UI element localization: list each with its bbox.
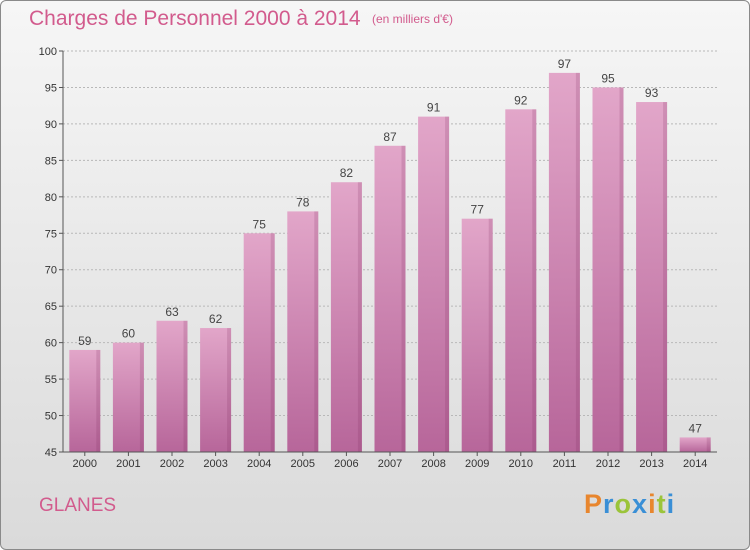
y-tick-label: 80 [45,192,57,204]
bar-shade [270,233,275,452]
bar-value-label: 75 [253,217,267,231]
bar [418,116,450,453]
bar [330,182,362,452]
bar-value-label: 60 [122,327,136,341]
x-tick-label: 2003 [203,458,227,470]
x-tick-label: 2010 [509,458,533,470]
bar-shade [619,87,624,453]
x-tick-label: 2005 [291,458,315,470]
x-tick-label: 2006 [334,458,358,470]
bar-shade [575,72,580,452]
bars [69,72,711,453]
bar-shade [183,320,188,452]
bar-shade [488,218,493,452]
x-tick-label: 2014 [683,458,707,470]
proxiti-logo[interactable]: Proxiti [584,489,675,520]
bar-shade [445,116,450,453]
y-tick-label: 95 [45,82,57,94]
bar [592,87,624,453]
bar-value-label: 92 [514,93,528,107]
bar-shade [96,349,101,452]
bar-shade [663,102,668,452]
bar [243,233,275,452]
y-tick-label: 75 [45,228,57,240]
chart-title: Charges de Personnel 2000 à 2014 [29,7,361,30]
logo-letter: i [648,489,657,519]
bar-shade [706,437,711,452]
bar-shade [357,182,362,452]
logo-letter: r [603,489,615,519]
bar-value-label: 47 [689,421,703,435]
bar-value-label: 59 [78,334,92,348]
place-name: GLANES [39,495,117,516]
chart-subtitle: (en milliers d'€) [372,12,453,26]
bar-value-label: 93 [645,86,659,100]
bar-value-label: 62 [209,312,223,326]
bar-value-label: 91 [427,101,441,115]
bar [505,109,537,452]
y-tick-label: 55 [45,374,57,386]
bar-value-label: 77 [471,203,485,217]
y-tick-label: 100 [39,46,57,58]
logo-letter: i [666,489,676,519]
y-tick-label: 65 [45,301,57,313]
y-tick-label: 60 [45,338,57,350]
x-tick-label: 2008 [421,458,445,470]
logo-letter: o [614,489,633,519]
x-tick-label: 2007 [378,458,402,470]
bar-shade [401,145,406,453]
y-tick-label: 50 [45,411,57,423]
bar [548,72,580,452]
y-tick-label: 85 [45,155,57,167]
x-tick-label: 2009 [465,458,489,470]
bar-shade [532,109,537,452]
x-tick-label: 2013 [639,458,663,470]
bar-value-label: 97 [558,57,572,71]
bar [287,211,319,452]
x-tick-label: 2000 [73,458,97,470]
bar [636,102,668,452]
logo-letter: P [584,489,604,519]
bar-shade [227,328,232,452]
logo-letter: t [656,489,667,519]
labels: 45 50 55 60 65 70 75 80 85 90 95 100 59 2000 60 2001 63 2… [39,46,708,470]
bar [69,349,101,452]
bar-value-label: 63 [165,305,179,319]
bar-value-label: 78 [296,195,310,209]
x-tick-label: 2002 [160,458,184,470]
y-tick-label: 45 [45,447,57,459]
bar-value-label: 87 [383,130,397,144]
y-tick-label: 90 [45,119,57,131]
x-tick-label: 2012 [596,458,620,470]
y-tick-label: 70 [45,265,57,277]
x-tick-label: 2011 [553,458,577,470]
bar [461,218,493,452]
x-tick-label: 2001 [116,458,140,470]
axes [59,50,717,456]
bar [200,328,232,452]
bar [679,437,711,452]
bar-shade [314,211,319,452]
bar-value-label: 95 [601,71,615,85]
bar [374,145,406,453]
x-tick-label: 2004 [247,458,271,470]
bar [156,320,188,452]
bar-value-label: 82 [340,166,354,180]
bar-shade [139,342,144,452]
logo-letter: x [632,489,649,519]
bar [112,342,144,452]
